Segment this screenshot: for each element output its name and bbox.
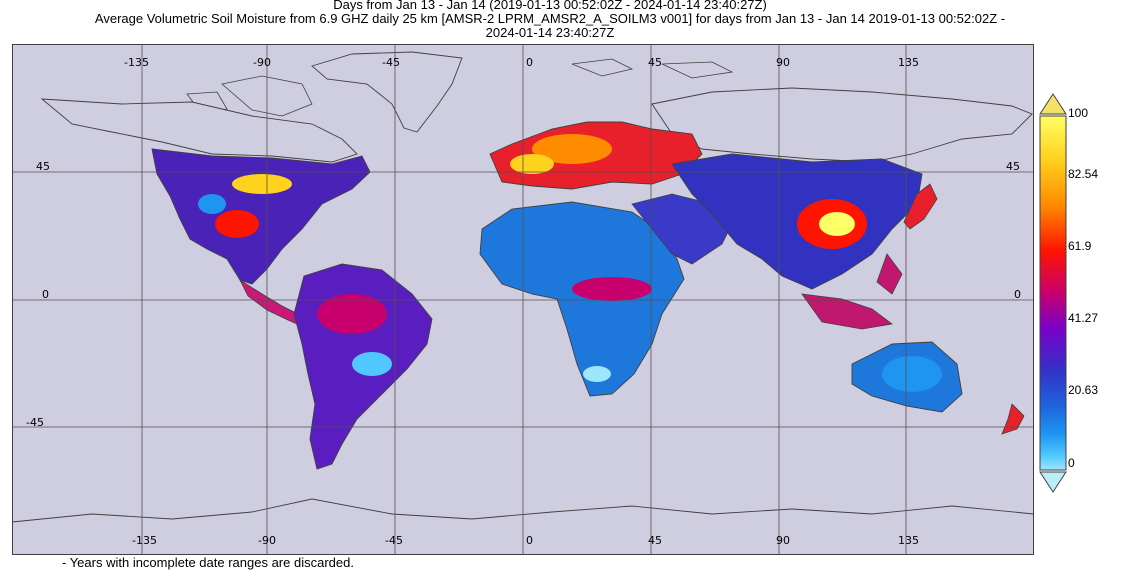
landmass-middle-east: [631, 193, 733, 265]
landmass-greenland: [311, 51, 463, 133]
title-line-3: 2024-01-14 23:40:27Z: [485, 25, 615, 40]
lat-tick-left: -45: [26, 416, 44, 429]
landmass-africa: [479, 201, 685, 397]
colorbar-label: 20.63: [1068, 383, 1099, 397]
landmass-siberia: [651, 87, 1033, 163]
lon-tick-top: 45: [648, 56, 662, 69]
landmass-asia: [671, 153, 923, 290]
lon-tick-bottom: 45: [648, 534, 662, 547]
lon-tick-bottom: -45: [385, 534, 403, 547]
lon-tick-top: -90: [253, 56, 271, 69]
title-line-2: Average Volumetric Soil Moisture from 6.…: [94, 11, 1006, 26]
colorbar-min-arrow: [1039, 471, 1067, 493]
lat-tick-left: 0: [42, 288, 49, 301]
footnote: - Years with incomplete date ranges are …: [62, 555, 354, 570]
lat-tick-right: 0: [1014, 288, 1021, 301]
colorbar-gradient: [1039, 115, 1067, 471]
lat-tick-right: 45: [1006, 160, 1020, 173]
landmass-north-america: [151, 148, 371, 285]
map-frame: [12, 44, 1034, 555]
lon-tick-bottom: 135: [898, 534, 919, 547]
colorbar-label: 100: [1068, 106, 1089, 120]
colorbar-label: 82.54: [1068, 167, 1099, 181]
moisture-highlights: [198, 134, 942, 392]
lon-tick-bottom: -135: [132, 534, 157, 547]
colorbar-label: 0: [1068, 456, 1075, 470]
lon-tick-bottom: 90: [776, 534, 790, 547]
lon-tick-top: 90: [776, 56, 790, 69]
map-canvas: [11, 44, 1035, 555]
lon-tick-bottom: -90: [258, 534, 276, 547]
lon-tick-top: -45: [382, 56, 400, 69]
landmass-new-zealand: [1001, 403, 1025, 435]
colorbar-label: 41.27: [1068, 311, 1099, 325]
soil-moisture-map: [11, 44, 1035, 555]
landmass-arctic-islands: [186, 58, 734, 117]
landmass-japan: [903, 183, 938, 230]
landmass-antarctica: [11, 498, 1035, 523]
colorbar-max-arrow: [1039, 93, 1067, 115]
lon-tick-top: -135: [124, 56, 149, 69]
colorbar-label: 61.9: [1068, 239, 1092, 253]
lon-tick-top: 135: [898, 56, 919, 69]
graticule: [12, 44, 1034, 555]
lon-tick-bottom: 0: [526, 534, 533, 547]
title-line-1: Days from Jan 13 - Jan 14 (2019-01-13 00…: [333, 0, 767, 12]
colorbar: [1039, 93, 1067, 493]
lat-tick-left: 45: [36, 160, 50, 173]
landmass-north-canada: [40, 98, 358, 163]
lon-tick-top: 0: [526, 56, 533, 69]
landmass-southeast-asia: [801, 253, 903, 330]
